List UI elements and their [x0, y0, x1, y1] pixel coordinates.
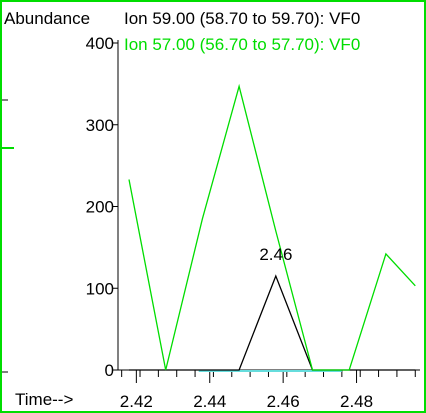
- abundance-label: Abundance: [4, 9, 91, 28]
- series-line-1: [128, 83, 416, 371]
- y-tick-label-200: 200: [86, 198, 114, 217]
- legend-series-0: Ion 59.00 (58.70 to 59.70): VF0: [124, 9, 361, 28]
- y-tick-label-400: 400: [86, 34, 114, 53]
- x-tick-label-2.42: 2.42: [120, 392, 153, 411]
- y-tick-label-300: 300: [86, 116, 114, 135]
- x-tick-label-2.44: 2.44: [193, 392, 226, 411]
- y-tick-label-100: 100: [86, 279, 114, 298]
- series-line-0: [129, 274, 416, 371]
- peak-annotation-0: 2.46: [259, 245, 292, 264]
- legend-series-1: Ion 57.00 (56.70 to 57.70): VF0: [124, 35, 361, 54]
- x-tick-label-2.46: 2.46: [267, 392, 300, 411]
- y-tick-label-0: 0: [105, 361, 114, 380]
- time-axis-label: Time-->: [15, 390, 74, 409]
- x-tick-label-2.48: 2.48: [340, 392, 373, 411]
